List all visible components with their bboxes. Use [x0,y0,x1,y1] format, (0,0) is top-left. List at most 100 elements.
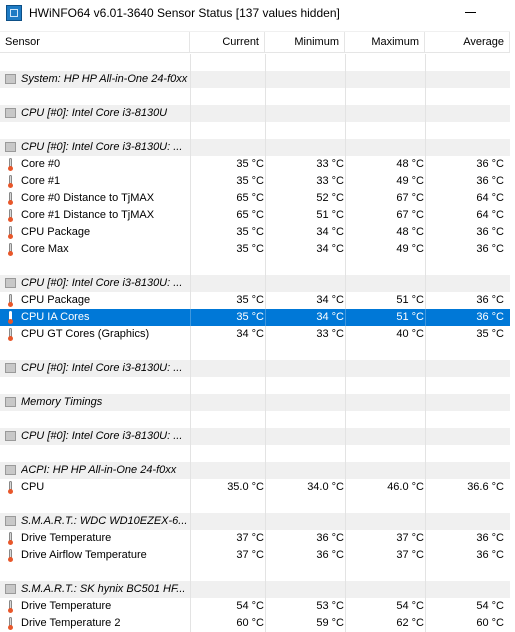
column-divider [265,105,266,122]
current-value: 35 °C [236,175,264,187]
sensor-row[interactable]: CPU Package 35 °C 34 °C 51 °C 36 °C [0,292,510,309]
sensor-name: Core #0 [21,158,61,170]
column-divider [190,207,191,224]
sensor-row[interactable]: CPU 35.0 °C 34.0 °C 46.0 °C 36.6 °C [0,479,510,496]
column-divider [345,105,346,122]
sensor-group-row[interactable]: System: HP HP All-in-One 24-f0xx [0,71,510,88]
sensor-group-row[interactable]: Memory Timings [0,394,510,411]
column-divider [190,292,191,309]
column-divider [265,71,266,88]
column-header-minimum[interactable]: Minimum [265,32,345,53]
column-divider [345,530,346,547]
column-divider [425,445,426,462]
sensor-row[interactable]: CPU Package 35 °C 34 °C 48 °C 36 °C [0,224,510,241]
row-spacer [0,496,510,513]
sensor-row[interactable]: Core #0 35 °C 33 °C 48 °C 36 °C [0,156,510,173]
average-value: 36.6 °C [467,481,504,493]
sensor-name: S.M.A.R.T.: SK hynix BC501 HF... [21,583,186,595]
minimum-value: 53 °C [316,600,344,612]
row-spacer [0,343,510,360]
sensor-row[interactable]: Core Max 35 °C 34 °C 49 °C 36 °C [0,241,510,258]
sensor-name: Drive Airflow Temperature [21,549,147,561]
column-divider [345,54,346,71]
column-divider [425,564,426,581]
window-title: HWiNFO64 v6.01-3640 Sensor Status [137 v… [29,6,340,20]
column-divider [425,547,426,564]
maximum-value: 51 °C [396,311,424,323]
sensor-row[interactable]: Core #1 Distance to TjMAX 65 °C 51 °C 67 °C… [0,207,510,224]
column-header-maximum[interactable]: Maximum [345,32,425,53]
column-divider [345,156,346,173]
thermometer-icon [8,294,13,307]
column-header-average[interactable]: Average [425,32,510,53]
column-divider [425,394,426,411]
sensor-group-row[interactable]: CPU [#0]: Intel Core i3-8130U: ... [0,360,510,377]
column-divider [190,122,191,139]
column-divider [190,445,191,462]
current-value: 65 °C [236,192,264,204]
column-divider [265,156,266,173]
column-divider [190,326,191,343]
sensor-chip-icon [5,584,16,594]
column-divider [345,275,346,292]
column-divider [345,173,346,190]
column-divider [425,156,426,173]
minimize-icon[interactable] [465,12,476,13]
thermometer-icon [8,226,13,239]
title-bar[interactable]: HWiNFO64 v6.01-3640 Sensor Status [137 v… [0,0,515,26]
column-divider [345,581,346,598]
sensor-row[interactable]: Core #0 Distance to TjMAX 65 °C 52 °C 67 °C… [0,190,510,207]
column-divider [345,326,346,343]
sensor-row[interactable]: Drive Temperature 54 °C 53 °C 54 °C 54 °C [0,598,510,615]
average-value: 36 °C [476,175,504,187]
column-divider [425,479,426,496]
sensor-row[interactable]: Drive Temperature 37 °C 36 °C 37 °C 36 °C [0,530,510,547]
column-divider [345,496,346,513]
column-divider [190,564,191,581]
sensor-group-row[interactable]: ACPI: HP HP All-in-One 24-f0xx [0,462,510,479]
sensor-group-row[interactable]: CPU [#0]: Intel Core i3-8130U: ... [0,139,510,156]
sensor-group-row[interactable]: CPU [#0]: Intel Core i3-8130U [0,105,510,122]
sensor-row[interactable]: CPU GT Cores (Graphics) 34 °C 33 °C 40 °C 35… [0,326,510,343]
sensor-row[interactable]: Drive Airflow Temperature 37 °C 36 °C 37 °C… [0,547,510,564]
column-divider [265,428,266,445]
average-value: 35 °C [476,328,504,340]
column-divider [265,496,266,513]
thermometer-icon [8,311,13,324]
column-header-sensor[interactable]: Sensor [0,32,190,53]
minimum-value: 34 °C [316,226,344,238]
minimum-value: 33 °C [316,158,344,170]
sensor-name: Drive Temperature [21,532,112,544]
sensor-group-row[interactable]: S.M.A.R.T.: SK hynix BC501 HF... [0,581,510,598]
column-divider [190,71,191,88]
thermometer-icon [8,600,13,613]
maximum-value: 46.0 °C [387,481,424,493]
current-value: 35 °C [236,294,264,306]
sensor-list[interactable]: System: HP HP All-in-One 24-f0xx CPU [#0]… [0,54,510,632]
average-value: 36 °C [476,311,504,323]
column-divider [190,139,191,156]
column-divider [265,581,266,598]
sensor-row[interactable]: Core #1 35 °C 33 °C 49 °C 36 °C [0,173,510,190]
average-value: 36 °C [476,549,504,561]
column-divider [190,156,191,173]
column-divider [345,360,346,377]
current-value: 35.0 °C [227,481,264,493]
column-divider [345,377,346,394]
sensor-row[interactable]: Drive Temperature 2 60 °C 59 °C 62 °C 60 °C [0,615,510,632]
column-header-current[interactable]: Current [190,32,265,53]
sensor-row-selected[interactable]: CPU IA Cores 35 °C 34 °C 51 °C 36 °C [0,309,510,326]
column-divider [265,564,266,581]
thermometer-icon [8,532,13,545]
sensor-group-row[interactable]: S.M.A.R.T.: WDC WD10EZEX-6... [0,513,510,530]
current-value: 60 °C [236,617,264,629]
column-divider [425,105,426,122]
column-divider [190,88,191,105]
column-divider [345,411,346,428]
column-divider [425,54,426,71]
maximum-value: 54 °C [396,600,424,612]
sensor-group-row[interactable]: CPU [#0]: Intel Core i3-8130U: ... [0,428,510,445]
column-divider [345,139,346,156]
sensor-name: Core #1 [21,175,61,187]
sensor-group-row[interactable]: CPU [#0]: Intel Core i3-8130U: ... [0,275,510,292]
